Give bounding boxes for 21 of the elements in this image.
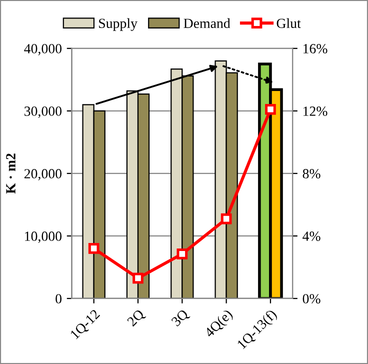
point: [220, 213, 232, 224]
y-tick-label: 10,000: [25, 232, 62, 243]
y-tick-label: 0: [56, 294, 62, 304]
y-tick-label: 20,000: [24, 169, 62, 180]
legend-label: Supply: [99, 18, 138, 31]
point: [265, 104, 276, 115]
y-tick-label: 30,000: [24, 106, 62, 118]
y2-tick-label: 16%: [304, 44, 328, 54]
y-tick-label: 40,000: [24, 44, 62, 56]
y2-tick-label: 8%: [302, 169, 320, 178]
x-tick-label: 3Q: [170, 308, 190, 328]
legend-label: Glut: [276, 18, 301, 28]
point: [88, 243, 100, 254]
point: [176, 248, 188, 260]
x-tick-label: 2Q: [126, 308, 146, 328]
y-axis-title: K · m2: [6, 154, 16, 194]
legend-label: Demand: [184, 18, 230, 28]
y2-tick-label: 12%: [304, 106, 328, 116]
y2-tick-label: 0%: [302, 294, 320, 304]
y2-tick-label: 4%: [302, 232, 320, 241]
point: [132, 272, 144, 284]
